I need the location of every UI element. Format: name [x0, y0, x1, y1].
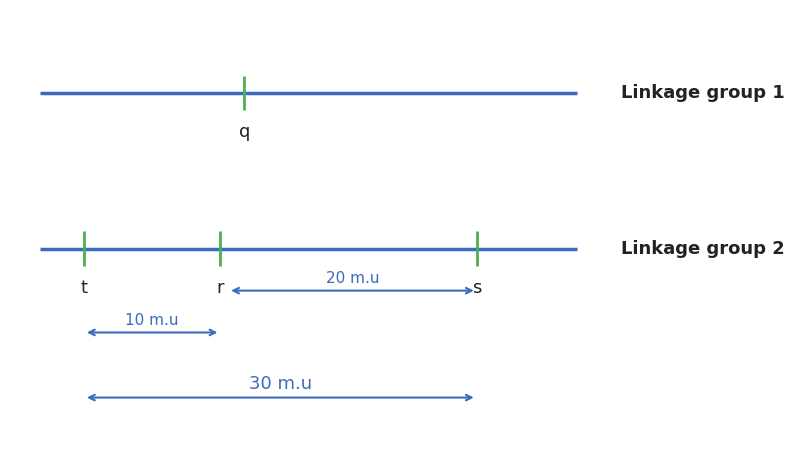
Text: 10 m.u: 10 m.u: [126, 313, 179, 328]
Text: 20 m.u: 20 m.u: [326, 271, 379, 286]
Text: Linkage group 1: Linkage group 1: [621, 84, 784, 102]
Text: Linkage group 2: Linkage group 2: [621, 240, 784, 258]
Text: t: t: [81, 279, 87, 297]
Text: s: s: [472, 279, 481, 297]
Text: r: r: [216, 279, 224, 297]
Text: q: q: [239, 123, 250, 141]
Text: 30 m.u: 30 m.u: [249, 375, 312, 393]
